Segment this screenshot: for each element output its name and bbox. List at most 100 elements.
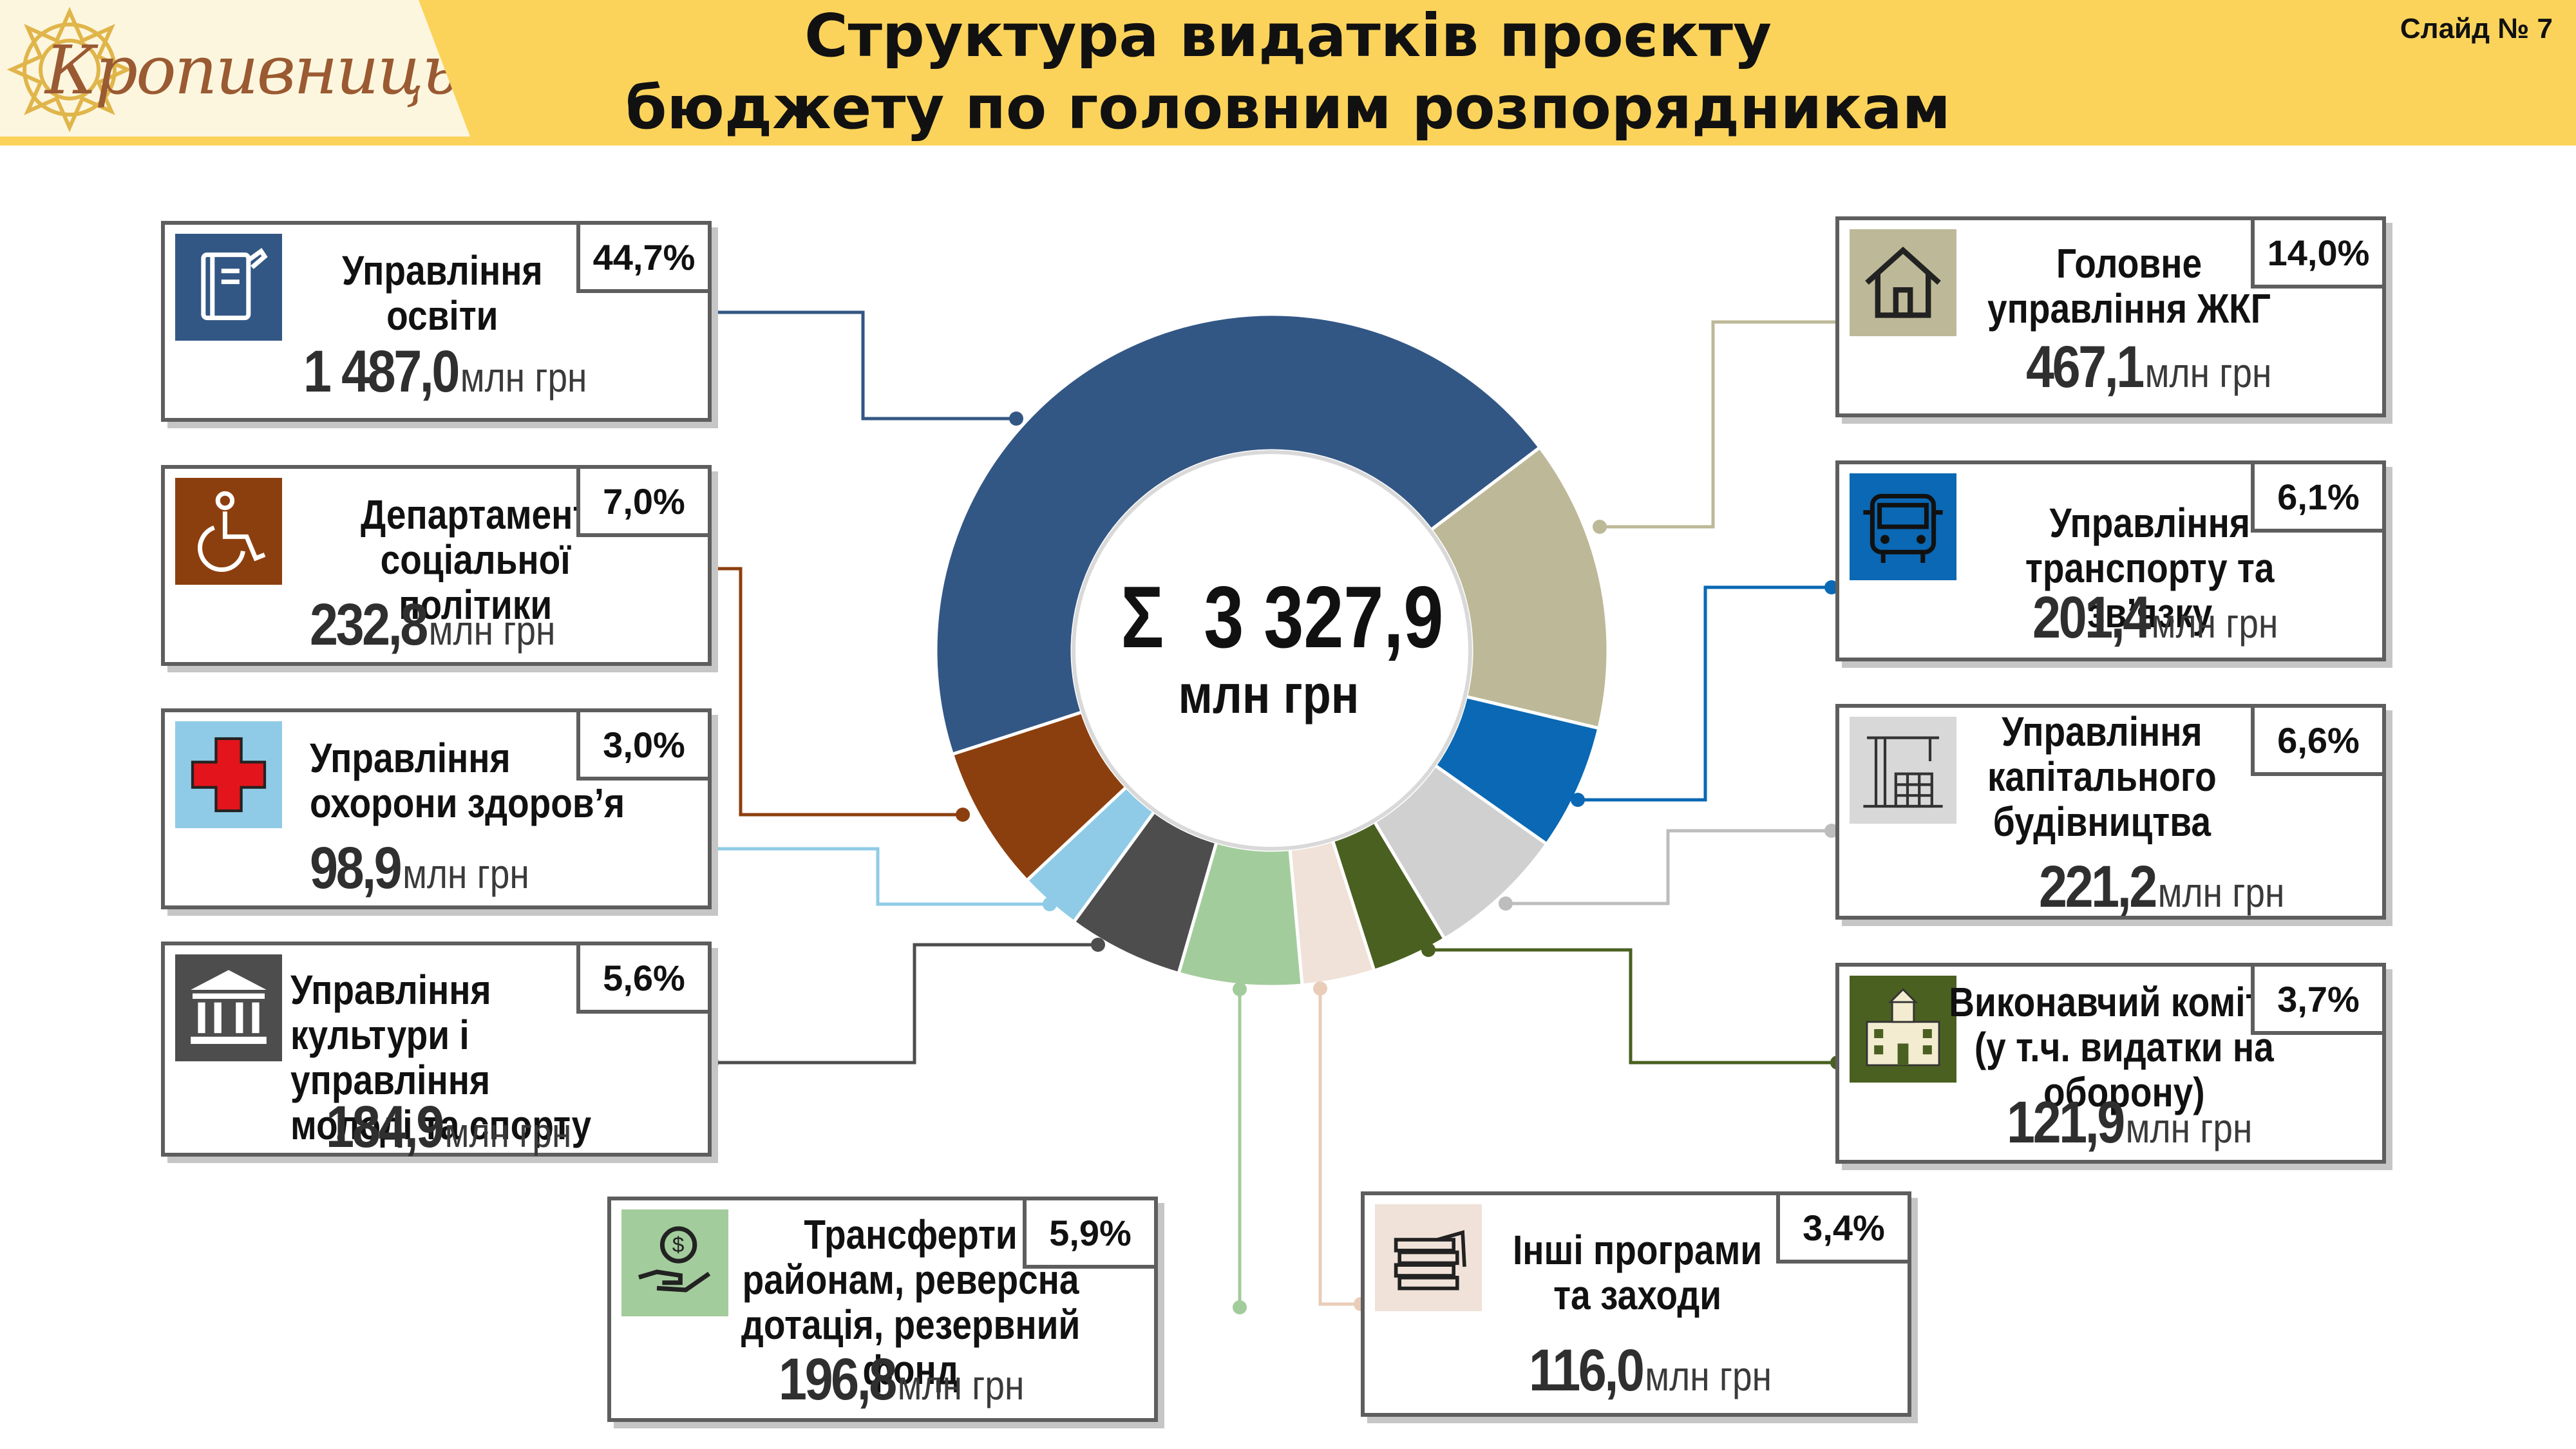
connector-dot-7-1 (1233, 1300, 1247, 1314)
connector-line-1 (707, 310, 1016, 421)
connector-dot-3-2 (1571, 793, 1585, 807)
connector-dot-1-2 (1009, 412, 1023, 426)
card-housing-amount: 467,1 млн грн (2026, 334, 2271, 401)
card-education-amount: 1 487,0 млн грн (303, 338, 587, 406)
card-social-value: 232,8 (310, 592, 428, 658)
donut-total: Σ 3 327,9 (1121, 567, 1443, 667)
logo-text: Кропивницький (45, 31, 577, 109)
medical-cross-icon (175, 721, 282, 828)
card-transport-value: 201,4 (2032, 585, 2151, 650)
wheelchair-icon (175, 478, 282, 585)
card-social-unit: млн грн (428, 607, 556, 654)
card-other-name: Інші програми та заходи (1513, 1227, 1763, 1318)
title-line-2: бюджету по головним розпорядникам (625, 73, 1951, 142)
hand-coin-icon: $ (621, 1209, 728, 1316)
card-construction-value: 221,2 (2039, 854, 2157, 920)
card-culture-name: Управління культури і управління молоді … (290, 967, 592, 1148)
card-other: Інші програми та заходи 116,0 млн грн 3,… (1361, 1191, 1911, 1417)
card-other-amount: 116,0 млн грн (1529, 1337, 1772, 1405)
city-logo: Кропивницький (0, 0, 470, 137)
card-housing: Головне управління ЖКГ 467,1 млн грн 14,… (1835, 216, 2386, 417)
card-construction-unit: млн грн (2157, 869, 2285, 916)
card-construction-percent: 6,6% (2251, 704, 2386, 776)
card-construction-amount: 221,2 млн грн (2039, 853, 2284, 921)
card-culture: Управління культури і управління молоді … (161, 942, 712, 1160)
bus-icon (1850, 473, 1956, 580)
card-other-unit: млн грн (1645, 1353, 1772, 1399)
card-construction: Управління капітального будівництва 221,… (1835, 704, 2386, 920)
connector-dot-2-2 (1593, 520, 1607, 534)
card-culture-percent: 5,6% (576, 942, 712, 1014)
card-housing-name: Головне управління ЖКГ (1987, 240, 2271, 332)
card-transport-unit: млн грн (2151, 600, 2278, 647)
money-stack-icon (1375, 1204, 1482, 1311)
card-education-value: 1 487,0 (303, 339, 460, 404)
card-education-name: Управління освіти (342, 247, 543, 339)
connector-line-2 (1600, 320, 1861, 529)
page-title: Структура видатків проєкту бюджету по го… (509, 0, 2067, 144)
card-other-value: 116,0 (1529, 1338, 1645, 1403)
card-transfers-amount: 196,8 млн грн (779, 1346, 1024, 1414)
card-housing-percent: 14,0% (2251, 216, 2386, 289)
card-health-name: Управління охорони здоров’я (310, 735, 625, 826)
card-social: Департамент соціальної політики 232,8 мл… (161, 465, 712, 666)
connector-dot-9-2 (1043, 897, 1057, 911)
card-social-name: Департамент соціальної політики (361, 491, 591, 628)
connector-dot-4-1 (1824, 824, 1839, 838)
card-education: Управління освіти 1 487,0 млн грн 44,7% (161, 221, 712, 422)
connector-line-3 (1578, 585, 1832, 802)
card-health-percent: 3,0% (576, 708, 712, 781)
connector-line-10 (706, 567, 963, 817)
logo-ornament-icon (6, 6, 133, 133)
card-housing-value: 467,1 (2026, 334, 2145, 400)
card-executive: Виконавчий комітет (у т.ч. видатки на об… (1835, 963, 2386, 1164)
card-transport-amount: 201,4 млн грн (2032, 584, 2278, 652)
connector-dot-6-2 (1313, 981, 1327, 996)
connector-line-8 (712, 943, 1098, 1065)
card-health-amount: 98,9 млн грн (310, 835, 529, 902)
connector-dot-3-1 (1824, 580, 1839, 594)
construction-crane-icon (1850, 717, 1956, 824)
connector-dot-4-2 (1499, 896, 1513, 911)
card-health: Управління охорони здоров’я 98,9 млн грн… (161, 708, 712, 909)
card-transfers: $ Трансферти районам, реверсна дотація, … (607, 1197, 1158, 1422)
connector-lines (706, 310, 1861, 1307)
card-construction-name: Управління капітального будівництва (1987, 708, 2217, 845)
card-other-percent: 3,4% (1776, 1191, 1911, 1264)
card-transport-percent: 6,1% (2251, 460, 2386, 533)
card-education-percent: 44,7% (576, 221, 712, 293)
total-value: 3 327,9 (1204, 568, 1444, 666)
card-executive-percent: 3,7% (2251, 963, 2386, 1035)
card-executive-unit: млн грн (2125, 1105, 2253, 1151)
card-executive-amount: 121,9 млн грн (2007, 1089, 2252, 1157)
house-icon (1850, 229, 1956, 336)
slide-number: Слайд № 7 (2400, 13, 2553, 44)
svg-text:$: $ (672, 1233, 685, 1257)
museum-icon (175, 954, 282, 1061)
donut-slices (934, 312, 1610, 989)
donut-total-unit: млн грн (1178, 664, 1359, 724)
connector-line-9 (706, 847, 1050, 906)
connector-dot-8-2 (1091, 938, 1105, 952)
card-executive-name: Виконавчий комітет (у т.ч. видатки на об… (1949, 979, 2300, 1115)
card-health-value: 98,9 (310, 835, 402, 901)
book-icon (175, 234, 282, 341)
connector-dot-7-2 (1233, 982, 1247, 996)
donut-inner-ring (1072, 450, 1472, 851)
connector-dots (699, 305, 1868, 1314)
card-transfers-percent: 5,9% (1023, 1197, 1158, 1269)
title-line-1: Структура видатків проєкту (804, 1, 1772, 70)
card-culture-value: 184,9 (326, 1094, 444, 1160)
card-transfers-unit: млн грн (897, 1362, 1025, 1408)
card-health-unit: млн грн (402, 851, 529, 897)
card-transfers-value: 196,8 (779, 1347, 897, 1412)
connector-dot-10-2 (956, 808, 970, 822)
card-education-unit: млн грн (460, 354, 587, 401)
card-social-amount: 232,8 млн грн (310, 591, 555, 659)
card-culture-unit: млн грн (444, 1110, 572, 1156)
connector-line-6 (1318, 989, 1361, 1306)
connector-line-5 (1428, 948, 1837, 1065)
connector-dot-5-2 (1421, 943, 1435, 957)
card-social-percent: 7,0% (576, 465, 712, 537)
